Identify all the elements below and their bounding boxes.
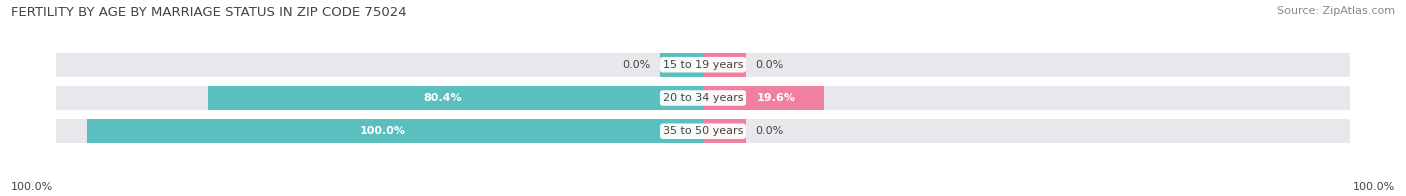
Bar xyxy=(703,86,824,110)
Text: 19.6%: 19.6% xyxy=(756,93,796,103)
Text: 35 to 50 years: 35 to 50 years xyxy=(662,126,744,136)
Text: Source: ZipAtlas.com: Source: ZipAtlas.com xyxy=(1277,6,1395,16)
Bar xyxy=(56,119,1350,143)
Text: 80.4%: 80.4% xyxy=(423,93,463,103)
Text: 100.0%: 100.0% xyxy=(11,182,53,192)
Bar xyxy=(659,53,703,77)
Text: 0.0%: 0.0% xyxy=(623,60,651,70)
Text: 100.0%: 100.0% xyxy=(360,126,406,136)
Text: 0.0%: 0.0% xyxy=(755,126,783,136)
Text: 100.0%: 100.0% xyxy=(1353,182,1395,192)
Bar xyxy=(703,53,747,77)
Bar xyxy=(56,53,1350,77)
Text: 0.0%: 0.0% xyxy=(755,60,783,70)
Bar xyxy=(208,86,703,110)
Text: FERTILITY BY AGE BY MARRIAGE STATUS IN ZIP CODE 75024: FERTILITY BY AGE BY MARRIAGE STATUS IN Z… xyxy=(11,6,406,19)
Bar xyxy=(56,86,1350,110)
Bar xyxy=(703,119,747,143)
Text: 15 to 19 years: 15 to 19 years xyxy=(662,60,744,70)
Text: 20 to 34 years: 20 to 34 years xyxy=(662,93,744,103)
Bar xyxy=(87,119,703,143)
